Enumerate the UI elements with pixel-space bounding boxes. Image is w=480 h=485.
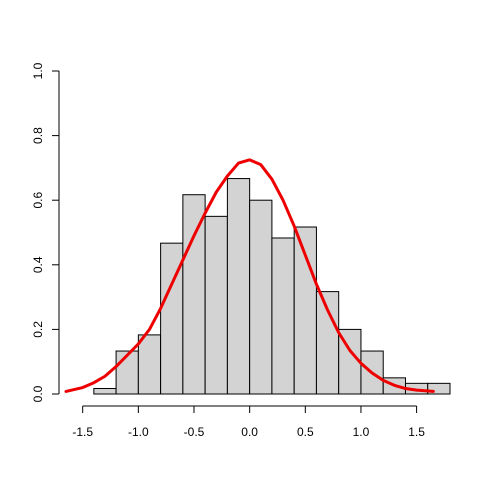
x-tick-label: 1.0 [353, 425, 370, 439]
axes-layer: -1.5 -1.0 -0.5 0.0 0.5 1.0 1.5 0.0 0.2 0.4 0.6 0.8 1… [31, 62, 425, 439]
x-tick-label: -1.0 [128, 425, 149, 439]
x-tick-label: 1.5 [408, 425, 425, 439]
x-tick-label: 0.0 [241, 425, 258, 439]
y-tick-label: 0.6 [31, 192, 45, 209]
y-tick-label: 0.2 [31, 321, 45, 338]
histogram-bar [93, 388, 117, 395]
histogram-bar [204, 215, 228, 395]
histogram-bar [182, 194, 206, 395]
curve-layer [64, 158, 435, 393]
bars-layer [93, 178, 451, 395]
histogram-bar [249, 199, 273, 395]
y-tick-label: 0.8 [31, 127, 45, 144]
y-tick-label: 1.0 [31, 62, 45, 79]
histogram-bar [226, 178, 251, 395]
histogram-bar [137, 334, 162, 395]
histogram-bar [271, 237, 295, 395]
y-tick-label: 0.4 [31, 256, 45, 273]
y-tick-label: 0.0 [31, 385, 45, 402]
x-tick-label: -1.5 [72, 425, 93, 439]
density-curve [64, 158, 435, 393]
x-tick-label: -0.5 [184, 425, 205, 439]
x-tick-label: 0.5 [297, 425, 314, 439]
histogram-bar [115, 350, 139, 395]
histogram-bar [427, 382, 451, 395]
